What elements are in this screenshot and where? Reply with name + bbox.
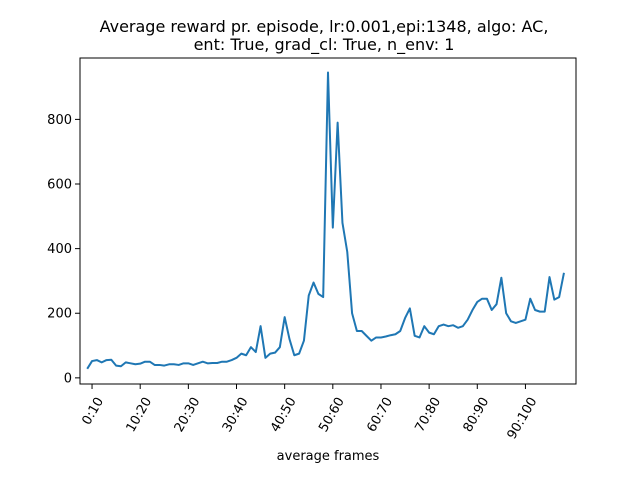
y-tick-label: 200 (47, 307, 72, 322)
y-axis-ticks: 0 200 400 600 800 (47, 113, 80, 386)
x-axis-label: average frames (277, 449, 380, 464)
y-tick-label: 600 (47, 178, 72, 193)
series-points (87, 72, 564, 369)
y-tick-label: 400 (47, 242, 72, 257)
x-tick-label: 20:30 (172, 395, 204, 435)
x-tick-label: 90:100 (505, 395, 541, 442)
series-line (86, 71, 565, 370)
y-tick-label: 0 (64, 371, 72, 386)
chart-title-line-2: ent: True, grad_cl: True, n_env: 1 (194, 35, 455, 55)
chart-title-line-1: Average reward pr. episode, lr:0.001,epi… (100, 17, 549, 36)
x-tick-label: 80:90 (461, 395, 493, 435)
x-tick-label: 60:70 (364, 395, 396, 435)
y-tick-label: 800 (47, 113, 72, 128)
x-tick-label: 50:60 (316, 395, 348, 435)
x-axis-ticks: 0:10 10:20 20:30 30:40 40:50 50:60 60:70 70:80 8… (80, 384, 541, 442)
x-tick-label: 10:20 (124, 395, 156, 435)
x-tick-label: 70:80 (412, 395, 444, 435)
x-tick-label: 40:50 (268, 395, 300, 435)
x-tick-label: 0:10 (80, 395, 108, 428)
x-tick-label: 30:40 (220, 395, 252, 435)
